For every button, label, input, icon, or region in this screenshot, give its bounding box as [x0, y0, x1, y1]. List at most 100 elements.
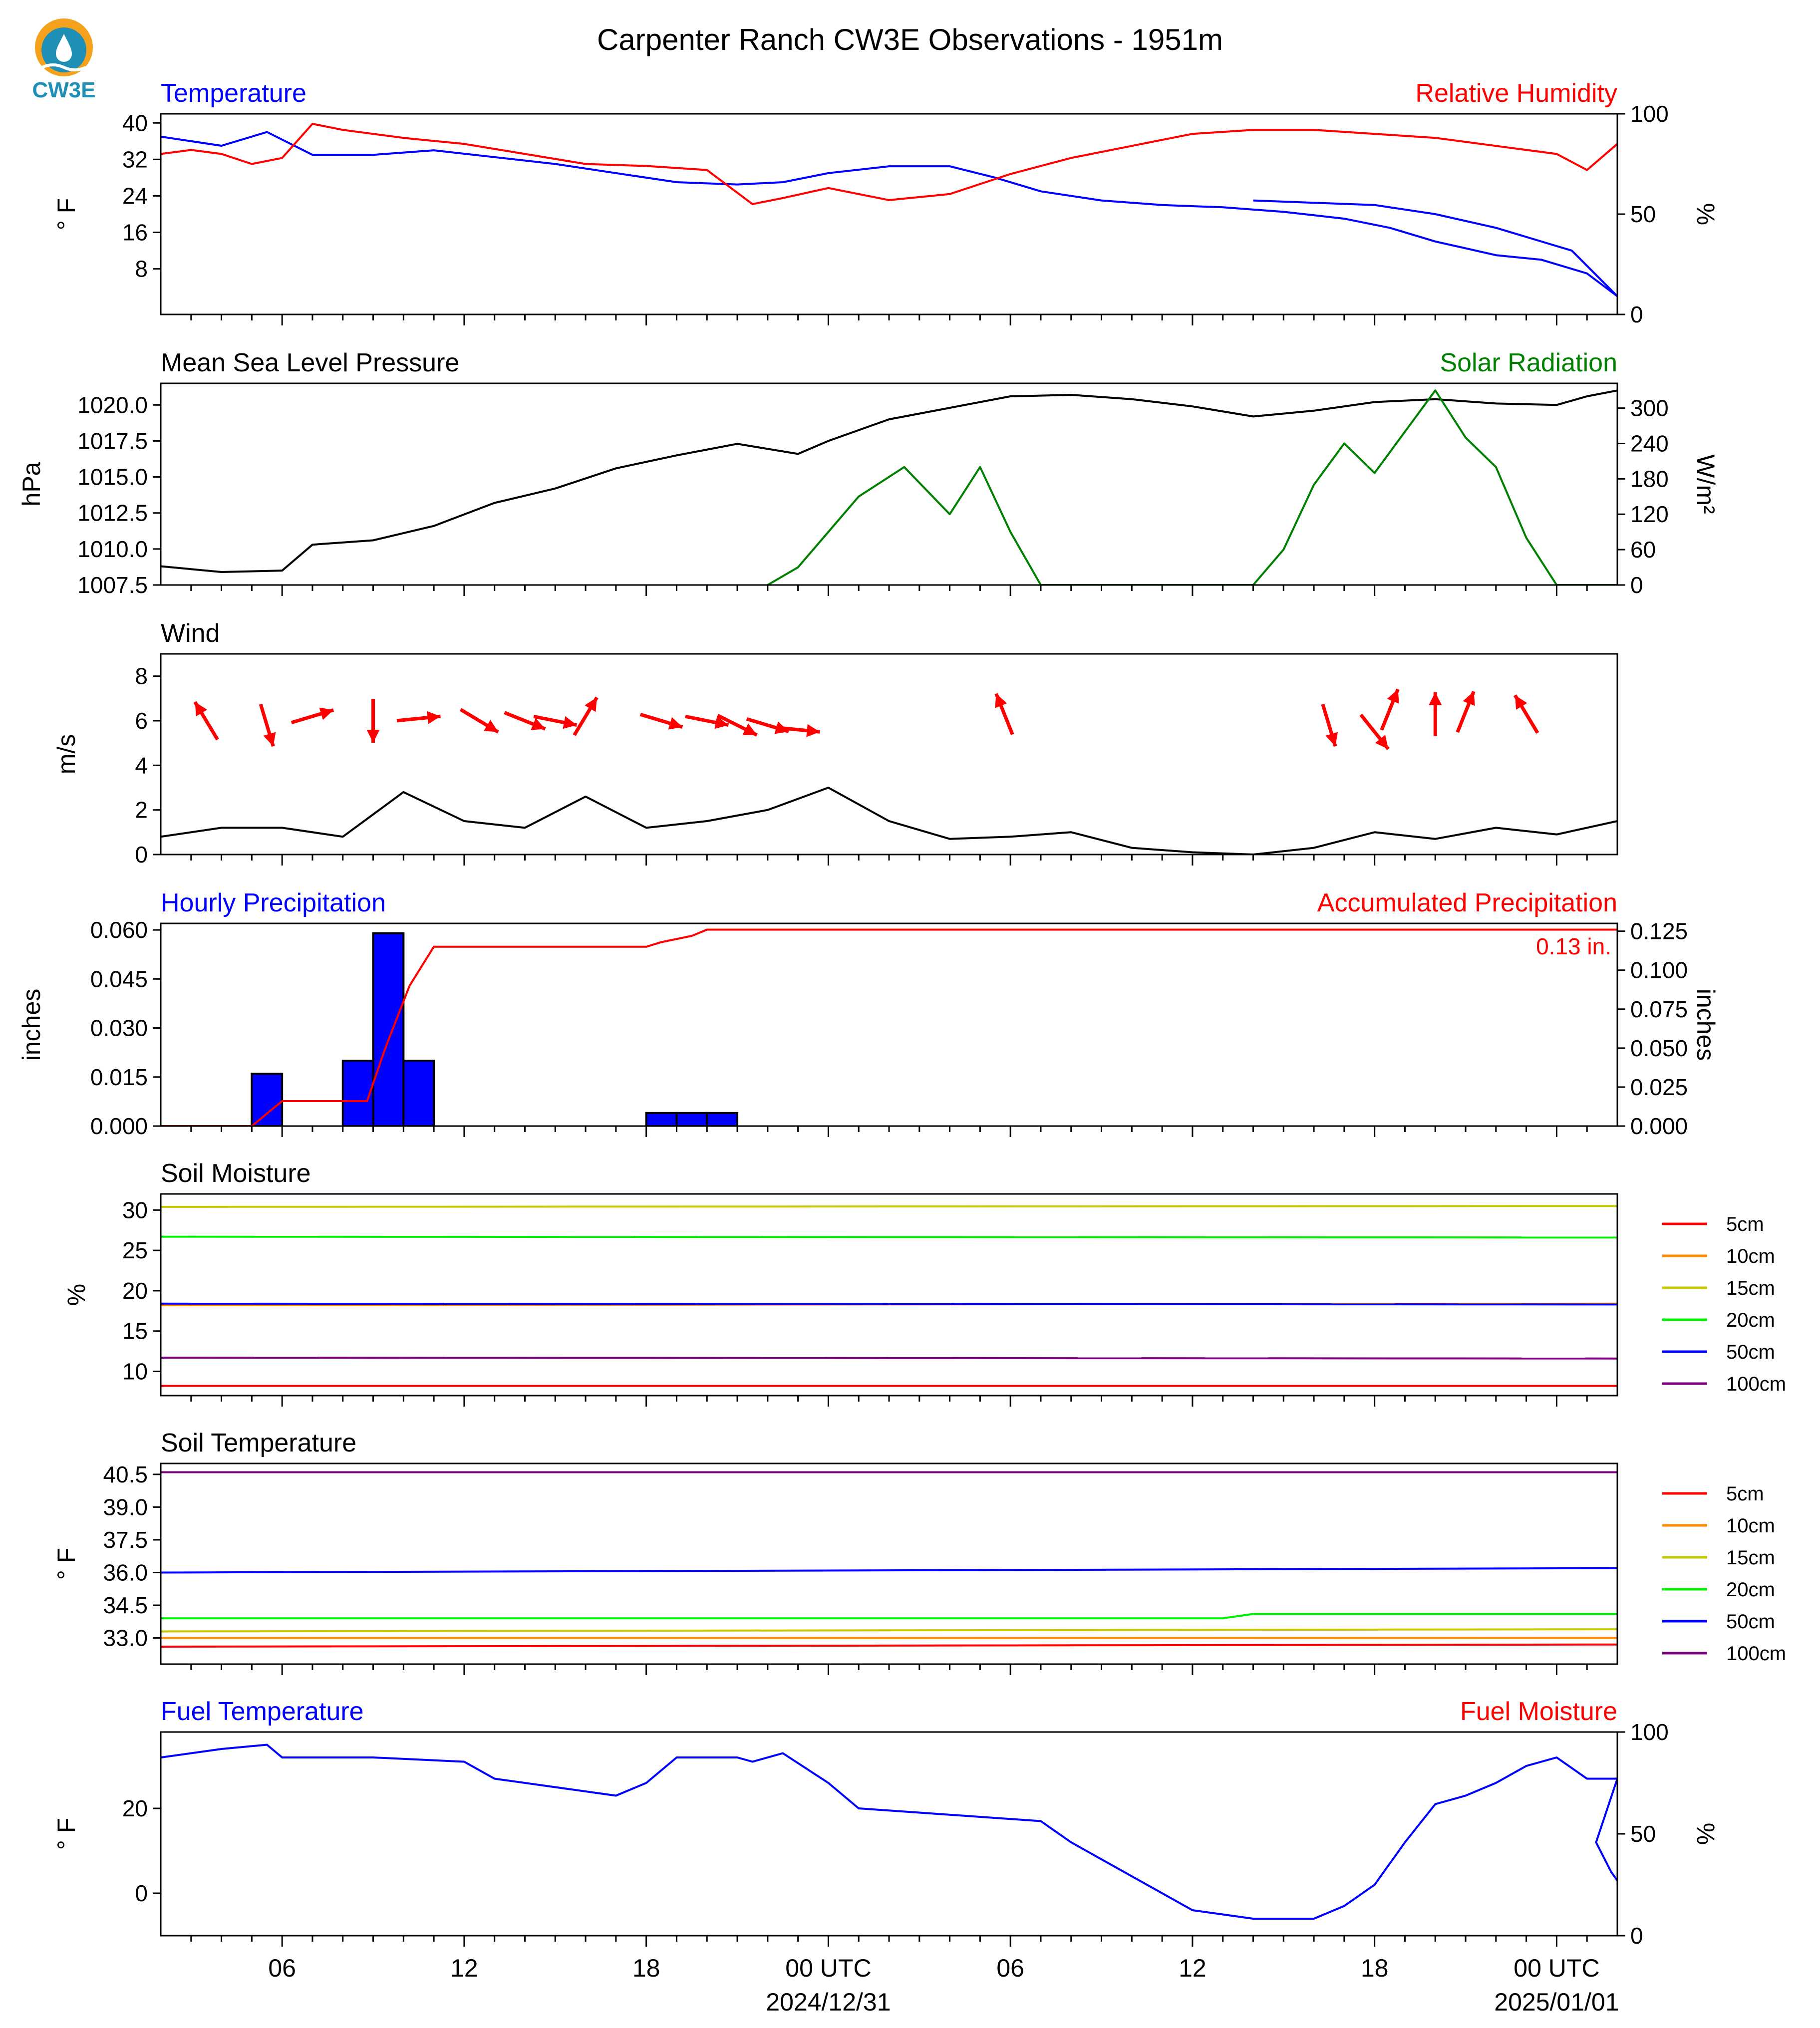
- series-line-0: [161, 787, 1617, 855]
- legend-label: 10cm: [1726, 1245, 1775, 1267]
- wind-arrow-17: [1380, 688, 1400, 731]
- panel-title-right: Solar Radiation: [1440, 348, 1617, 377]
- y-tick-label: 0.015: [90, 1064, 148, 1090]
- logo-water-drop-icon: [56, 34, 72, 62]
- y-tick-label: 6: [135, 708, 148, 734]
- y2-tick-label: 50: [1630, 1821, 1656, 1847]
- y-tick-label: 0: [135, 842, 148, 868]
- wind-arrow-2: [291, 707, 334, 725]
- panel-soil_moisture: 10 15 20 25 30 Soil Moisture% 5cm 10cm 15cm 20cm 5…: [62, 1159, 1786, 1407]
- y-tick-label: 15: [122, 1318, 148, 1344]
- wind-arrow-0: [193, 701, 219, 741]
- y-tick-label: 40.5: [103, 1461, 148, 1487]
- y2-tick-label: 50: [1630, 201, 1656, 227]
- wind-arrow-head: [263, 732, 276, 747]
- x-tick-label: 18: [632, 1954, 660, 1982]
- wind-arrow-1: [259, 703, 276, 747]
- y2-tick-label: 0.000: [1630, 1113, 1688, 1139]
- wind-arrow-head: [1463, 691, 1475, 706]
- y-tick-label: 0.030: [90, 1015, 148, 1041]
- y-tick-label: 1007.5: [77, 572, 148, 598]
- y-tick-label: 8: [135, 256, 148, 282]
- wind-arrow-head: [1429, 692, 1442, 705]
- wind-arrow-head: [366, 730, 380, 743]
- x-tick-label: 18: [1361, 1954, 1389, 1982]
- y2-axis-label: %: [1692, 1823, 1720, 1845]
- wind-arrow-5: [459, 708, 499, 734]
- logo: CW3E: [32, 18, 96, 102]
- legend-label: 10cm: [1726, 1515, 1775, 1537]
- y2-tick-label: 120: [1630, 501, 1669, 527]
- panel-title-left: Hourly Precipitation: [161, 888, 386, 917]
- y-tick-label: 8: [135, 663, 148, 689]
- legend-label: 50cm: [1726, 1611, 1775, 1633]
- panel-frame: [160, 113, 1618, 315]
- series-line-50cm: [161, 1567, 1617, 1574]
- accumulated-precip-line: [161, 928, 1617, 1126]
- y-tick-label: 1015.0: [77, 464, 148, 490]
- y-tick-label: 0.060: [90, 917, 148, 943]
- wind-arrow-head: [742, 723, 757, 735]
- y-tick-label: 30: [122, 1197, 148, 1223]
- plot-area: [161, 123, 1617, 297]
- wind-arrow-11: [717, 714, 758, 737]
- plot-area: [161, 928, 1617, 1126]
- y2-tick-label: 0: [1630, 301, 1643, 327]
- y-axis-label: hPa: [17, 462, 45, 506]
- panel-title-left: Soil Temperature: [161, 1429, 356, 1457]
- y-tick-label: 0: [135, 1880, 148, 1906]
- wind-arrow-3: [366, 699, 380, 743]
- y-tick-label: 4: [135, 752, 148, 778]
- wind-arrow-9: [639, 713, 683, 730]
- wind-arrow-head: [668, 717, 683, 730]
- wind-arrow-head: [585, 697, 597, 712]
- series-line-1: [767, 389, 1617, 585]
- y-axis-label: %: [62, 1284, 90, 1306]
- plot-area: [161, 389, 1617, 585]
- wind-arrow-head: [484, 720, 499, 732]
- x-tick-label: 00 UTC: [1514, 1954, 1599, 1982]
- y-tick-label: 25: [122, 1237, 148, 1263]
- wind-arrow-19: [1456, 690, 1476, 733]
- wind-arrow-head: [1387, 689, 1399, 704]
- precip-bar-5: [675, 1112, 708, 1126]
- legend-label: 100cm: [1726, 1373, 1786, 1395]
- y2-axis-label: inches: [1692, 989, 1720, 1061]
- plot-area: [161, 1471, 1617, 1648]
- y-tick-label: 16: [122, 220, 148, 246]
- wind-arrow-head: [806, 724, 820, 737]
- y2-tick-label: 0: [1630, 572, 1643, 598]
- panel-frame: [160, 382, 1618, 586]
- y2-axis-label: W/m²: [1692, 454, 1720, 514]
- series-line-15cm: [161, 1205, 1617, 1208]
- logo-text: CW3E: [32, 78, 95, 102]
- y2-tick-label: 0.050: [1630, 1035, 1688, 1061]
- y-tick-label: 33.0: [103, 1625, 148, 1651]
- y-tick-label: 0.045: [90, 966, 148, 992]
- panel-title-right: Accumulated Precipitation: [1317, 888, 1617, 917]
- wind-arrow-16: [1359, 713, 1390, 750]
- legend-label: 20cm: [1726, 1309, 1775, 1331]
- y-tick-label: 0.000: [90, 1113, 148, 1139]
- series-line-50cm: [161, 1302, 1617, 1306]
- y2-tick-label: 0: [1630, 1923, 1643, 1949]
- legend-label: 15cm: [1726, 1277, 1775, 1299]
- panel-precip: 0.13 in. 0.000 0.015 0.030 0.045 0.060 0.000 0.…: [17, 888, 1720, 1139]
- date-label: 2024/12/31: [766, 1988, 891, 2016]
- precip-bar-4: [645, 1112, 678, 1126]
- y2-tick-label: 300: [1630, 395, 1669, 421]
- y-tick-label: 10: [122, 1359, 148, 1385]
- precip-bar-0: [251, 1073, 284, 1126]
- y-axis-label: m/s: [52, 734, 80, 775]
- x-tick-label: 12: [450, 1954, 478, 1982]
- y-axis-label: ° F: [52, 1548, 80, 1580]
- y2-tick-label: 240: [1630, 430, 1669, 456]
- y-tick-label: 20: [122, 1795, 148, 1821]
- legend-label: 20cm: [1726, 1579, 1775, 1601]
- series-line-0: [161, 389, 1617, 573]
- series-line-0: [161, 1743, 1617, 1920]
- panel-title-left: Wind: [161, 619, 220, 648]
- wind-arrow-head: [1325, 732, 1338, 747]
- legend-label: 50cm: [1726, 1341, 1775, 1363]
